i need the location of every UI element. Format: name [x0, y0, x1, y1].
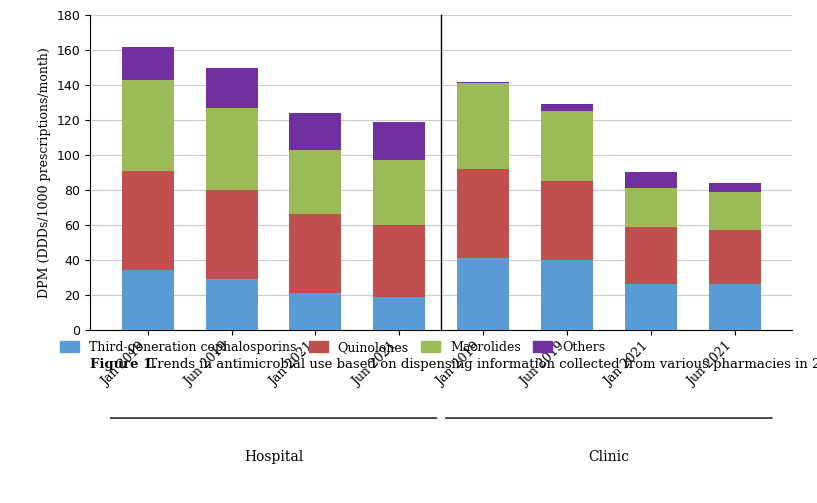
- Bar: [708, 284, 761, 330]
- Text: Trends in antimicrobial use based on dispensing information collected from vario: Trends in antimicrobial use based on dis…: [141, 358, 817, 371]
- Bar: [206, 190, 257, 279]
- Bar: [708, 183, 761, 192]
- Bar: [122, 47, 174, 80]
- Bar: [122, 271, 174, 330]
- Bar: [206, 279, 257, 330]
- Bar: [625, 284, 676, 330]
- Bar: [625, 188, 676, 227]
- Bar: [457, 83, 509, 169]
- Bar: [373, 122, 426, 160]
- Bar: [289, 150, 342, 214]
- Bar: [289, 214, 342, 293]
- Bar: [289, 293, 342, 330]
- Bar: [122, 171, 174, 271]
- Bar: [541, 111, 593, 181]
- Bar: [625, 173, 676, 188]
- Bar: [457, 258, 509, 330]
- Bar: [708, 192, 761, 230]
- Text: Clinic: Clinic: [588, 450, 629, 464]
- Bar: [541, 181, 593, 260]
- Bar: [373, 297, 426, 330]
- Bar: [541, 104, 593, 111]
- Bar: [206, 67, 257, 108]
- Bar: [373, 160, 426, 225]
- Bar: [373, 225, 426, 297]
- Bar: [708, 230, 761, 284]
- Legend: Third-generation cephalosporins, Quinolones, Macrolides, Others: Third-generation cephalosporins, Quinolo…: [56, 336, 610, 359]
- Y-axis label: DPM (DDDs/1000 prescriptions/month): DPM (DDDs/1000 prescriptions/month): [38, 47, 51, 298]
- Text: Figure 1.: Figure 1.: [90, 358, 157, 371]
- Bar: [625, 227, 676, 284]
- Bar: [122, 80, 174, 171]
- Bar: [541, 260, 593, 330]
- Bar: [289, 113, 342, 150]
- Bar: [457, 169, 509, 258]
- Bar: [206, 108, 257, 190]
- Text: Hospital: Hospital: [244, 450, 303, 464]
- Bar: [457, 81, 509, 83]
